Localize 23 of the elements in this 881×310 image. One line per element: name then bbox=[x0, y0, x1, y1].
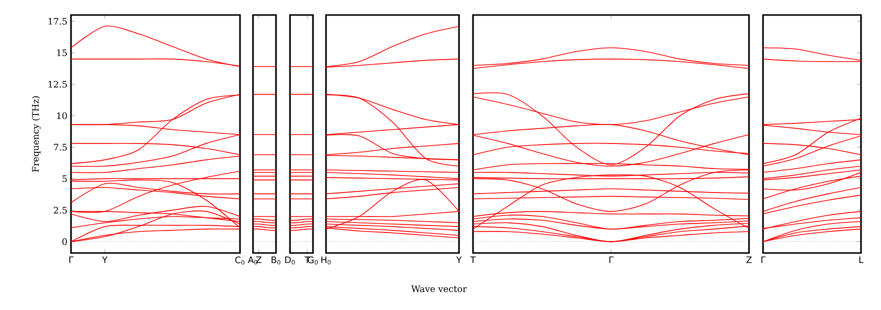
y-tick-label: 0 bbox=[62, 238, 67, 246]
x-axis-title: Wave vector bbox=[411, 285, 467, 292]
x-tick-label: C$_{0}$ bbox=[235, 256, 244, 265]
y-tick-label: 15 bbox=[57, 49, 67, 56]
y-tick-label: 17.5 bbox=[48, 18, 67, 25]
x-tick-label: Γ bbox=[609, 256, 614, 264]
x-tick-label: D$_{0}$ bbox=[285, 256, 295, 264]
x-tick-label: Z bbox=[256, 256, 262, 264]
y-tick-label: 5 bbox=[62, 175, 67, 182]
x-tick-label: Y bbox=[102, 256, 108, 264]
x-tick-label: T bbox=[470, 256, 476, 264]
y-tick-label: 7.5 bbox=[54, 144, 67, 151]
x-tick-label: H$_{0}$ bbox=[321, 256, 331, 264]
x-tick-label: Y bbox=[456, 256, 462, 264]
x-tick-label: Γ bbox=[69, 256, 74, 264]
y-axis-title: Frequency (THz) bbox=[32, 96, 41, 172]
y-tick-label: 2.5 bbox=[54, 206, 67, 214]
x-tick-label: Γ bbox=[761, 256, 766, 264]
x-tick-label: B$_{0}$ bbox=[272, 256, 280, 264]
x-tick-label: Z bbox=[746, 256, 752, 264]
x-tick-label: L bbox=[859, 256, 864, 264]
y-tick-label: 12.5 bbox=[48, 80, 67, 88]
y-tick-label: 10 bbox=[57, 112, 67, 120]
